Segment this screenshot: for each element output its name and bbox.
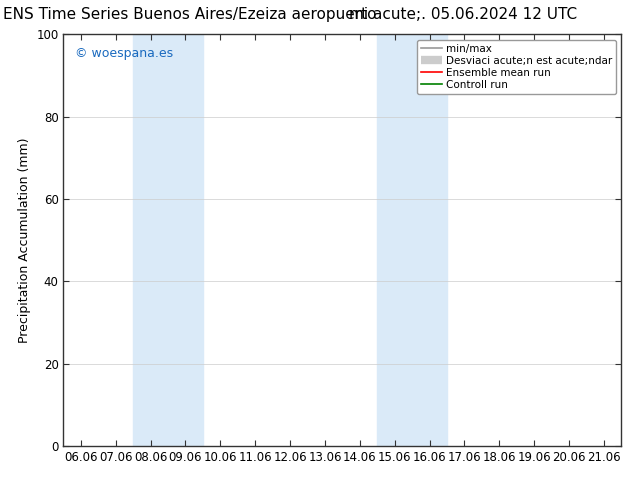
Bar — [133, 34, 203, 446]
Bar — [377, 34, 447, 446]
Legend: min/max, Desviaci acute;n est acute;ndar, Ensemble mean run, Controll run: min/max, Desviaci acute;n est acute;ndar… — [417, 40, 616, 94]
Text: mi acute;. 05.06.2024 12 UTC: mi acute;. 05.06.2024 12 UTC — [349, 7, 577, 23]
Y-axis label: Precipitation Accumulation (mm): Precipitation Accumulation (mm) — [18, 137, 30, 343]
Text: ENS Time Series Buenos Aires/Ezeiza aeropuerto: ENS Time Series Buenos Aires/Ezeiza aero… — [3, 7, 377, 23]
Text: © woespana.es: © woespana.es — [75, 47, 172, 60]
